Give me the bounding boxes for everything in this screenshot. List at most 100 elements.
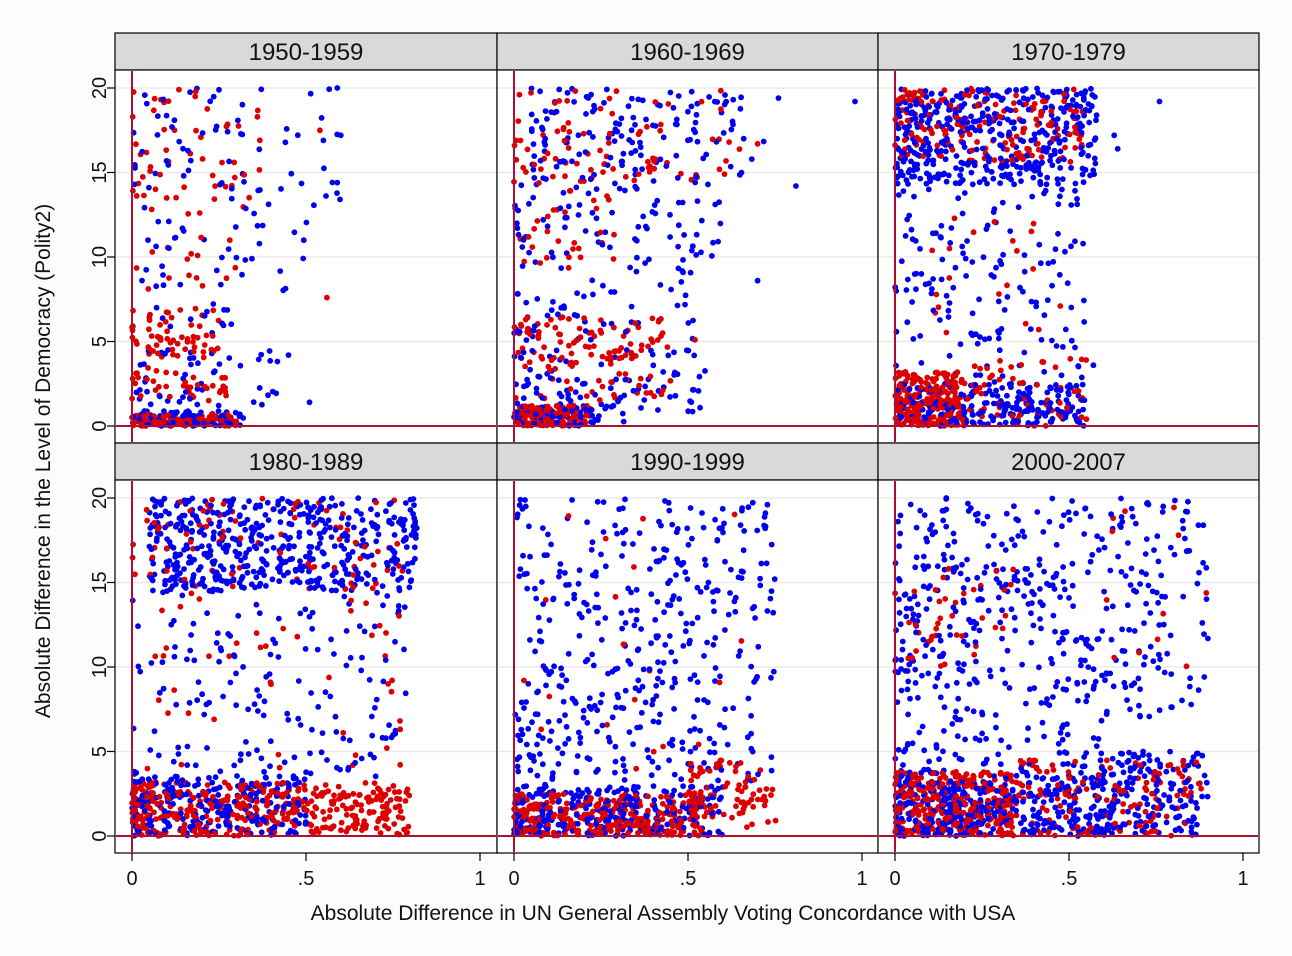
point-blue — [523, 299, 530, 306]
point-red — [382, 823, 388, 829]
point-red — [391, 789, 398, 795]
point-blue — [239, 131, 246, 138]
point-red — [712, 803, 719, 809]
point-blue — [231, 652, 237, 659]
point-red — [951, 215, 958, 222]
point-red — [335, 783, 342, 790]
point-blue — [571, 98, 577, 105]
point-blue — [384, 593, 391, 599]
point-blue — [166, 245, 172, 252]
point-blue — [550, 298, 556, 305]
point-blue — [531, 153, 538, 160]
point-blue — [982, 96, 989, 102]
point-red — [366, 810, 373, 816]
point-blue — [258, 86, 265, 93]
point-red — [331, 564, 338, 571]
point-blue — [914, 151, 920, 158]
point-red — [736, 146, 743, 153]
point-red — [660, 743, 666, 750]
point-blue — [231, 762, 238, 769]
point-red — [211, 347, 217, 354]
point-blue — [302, 606, 309, 613]
point-red — [941, 87, 948, 94]
point-blue — [657, 824, 664, 831]
point-blue — [207, 98, 214, 105]
point-blue — [209, 779, 216, 786]
point-blue — [259, 522, 265, 529]
point-blue — [195, 781, 202, 788]
point-red — [731, 511, 738, 518]
point-blue — [681, 232, 687, 238]
point-red — [575, 245, 582, 252]
point-red — [1013, 92, 1019, 99]
panel-title: 1990-1999 — [630, 449, 745, 476]
point-red — [908, 409, 915, 416]
point-blue — [530, 141, 537, 148]
point-blue — [612, 522, 618, 529]
point-blue — [687, 728, 693, 734]
point-blue — [775, 95, 782, 101]
point-blue — [141, 807, 148, 814]
point-blue — [387, 545, 394, 551]
point-blue — [625, 103, 632, 110]
point-red — [166, 275, 172, 281]
point-blue — [670, 104, 677, 111]
point-blue — [287, 500, 294, 507]
point-red — [148, 333, 155, 339]
point-blue — [344, 521, 351, 528]
point-blue — [401, 604, 408, 610]
point-red — [941, 127, 947, 133]
point-blue — [176, 398, 183, 405]
point-red — [901, 387, 908, 393]
point-blue — [217, 587, 224, 594]
point-blue — [319, 730, 326, 736]
point-red — [1009, 141, 1016, 148]
point-blue — [542, 135, 549, 142]
point-blue — [906, 167, 913, 173]
point-red — [219, 534, 226, 541]
point-blue — [894, 106, 901, 112]
point-blue — [653, 693, 660, 699]
point-red — [652, 99, 659, 105]
point-red — [150, 378, 157, 385]
point-red — [574, 160, 580, 167]
point-red — [223, 275, 230, 282]
point-blue — [668, 649, 675, 656]
point-blue — [1055, 180, 1061, 187]
point-blue — [555, 821, 562, 828]
point-blue — [600, 321, 607, 328]
point-red — [348, 607, 354, 614]
point-blue — [550, 595, 557, 602]
point-blue — [341, 593, 348, 600]
point-red — [243, 803, 250, 810]
point-red — [1062, 144, 1068, 151]
point-red — [190, 545, 196, 552]
point-blue — [533, 385, 540, 392]
point-blue — [981, 176, 988, 183]
point-blue — [401, 646, 407, 653]
point-red — [646, 169, 653, 175]
point-blue — [239, 101, 246, 108]
point-red — [325, 788, 332, 795]
point-red — [631, 696, 638, 703]
point-blue — [676, 596, 683, 602]
point-blue — [184, 743, 191, 750]
point-blue — [201, 532, 208, 538]
point-blue — [894, 180, 901, 187]
point-blue — [242, 257, 249, 263]
point-blue — [1156, 98, 1163, 105]
point-red — [1030, 220, 1037, 227]
point-blue — [582, 406, 588, 413]
point-red — [153, 816, 159, 822]
point-blue — [1038, 336, 1045, 343]
point-blue — [204, 610, 211, 617]
point-blue — [161, 408, 167, 415]
point-blue — [191, 418, 198, 425]
point-red — [214, 816, 221, 823]
point-red — [182, 346, 189, 353]
point-blue — [212, 774, 219, 781]
point-red — [280, 625, 287, 632]
point-red — [768, 792, 774, 798]
point-red — [917, 88, 923, 94]
point-blue — [1061, 156, 1067, 163]
